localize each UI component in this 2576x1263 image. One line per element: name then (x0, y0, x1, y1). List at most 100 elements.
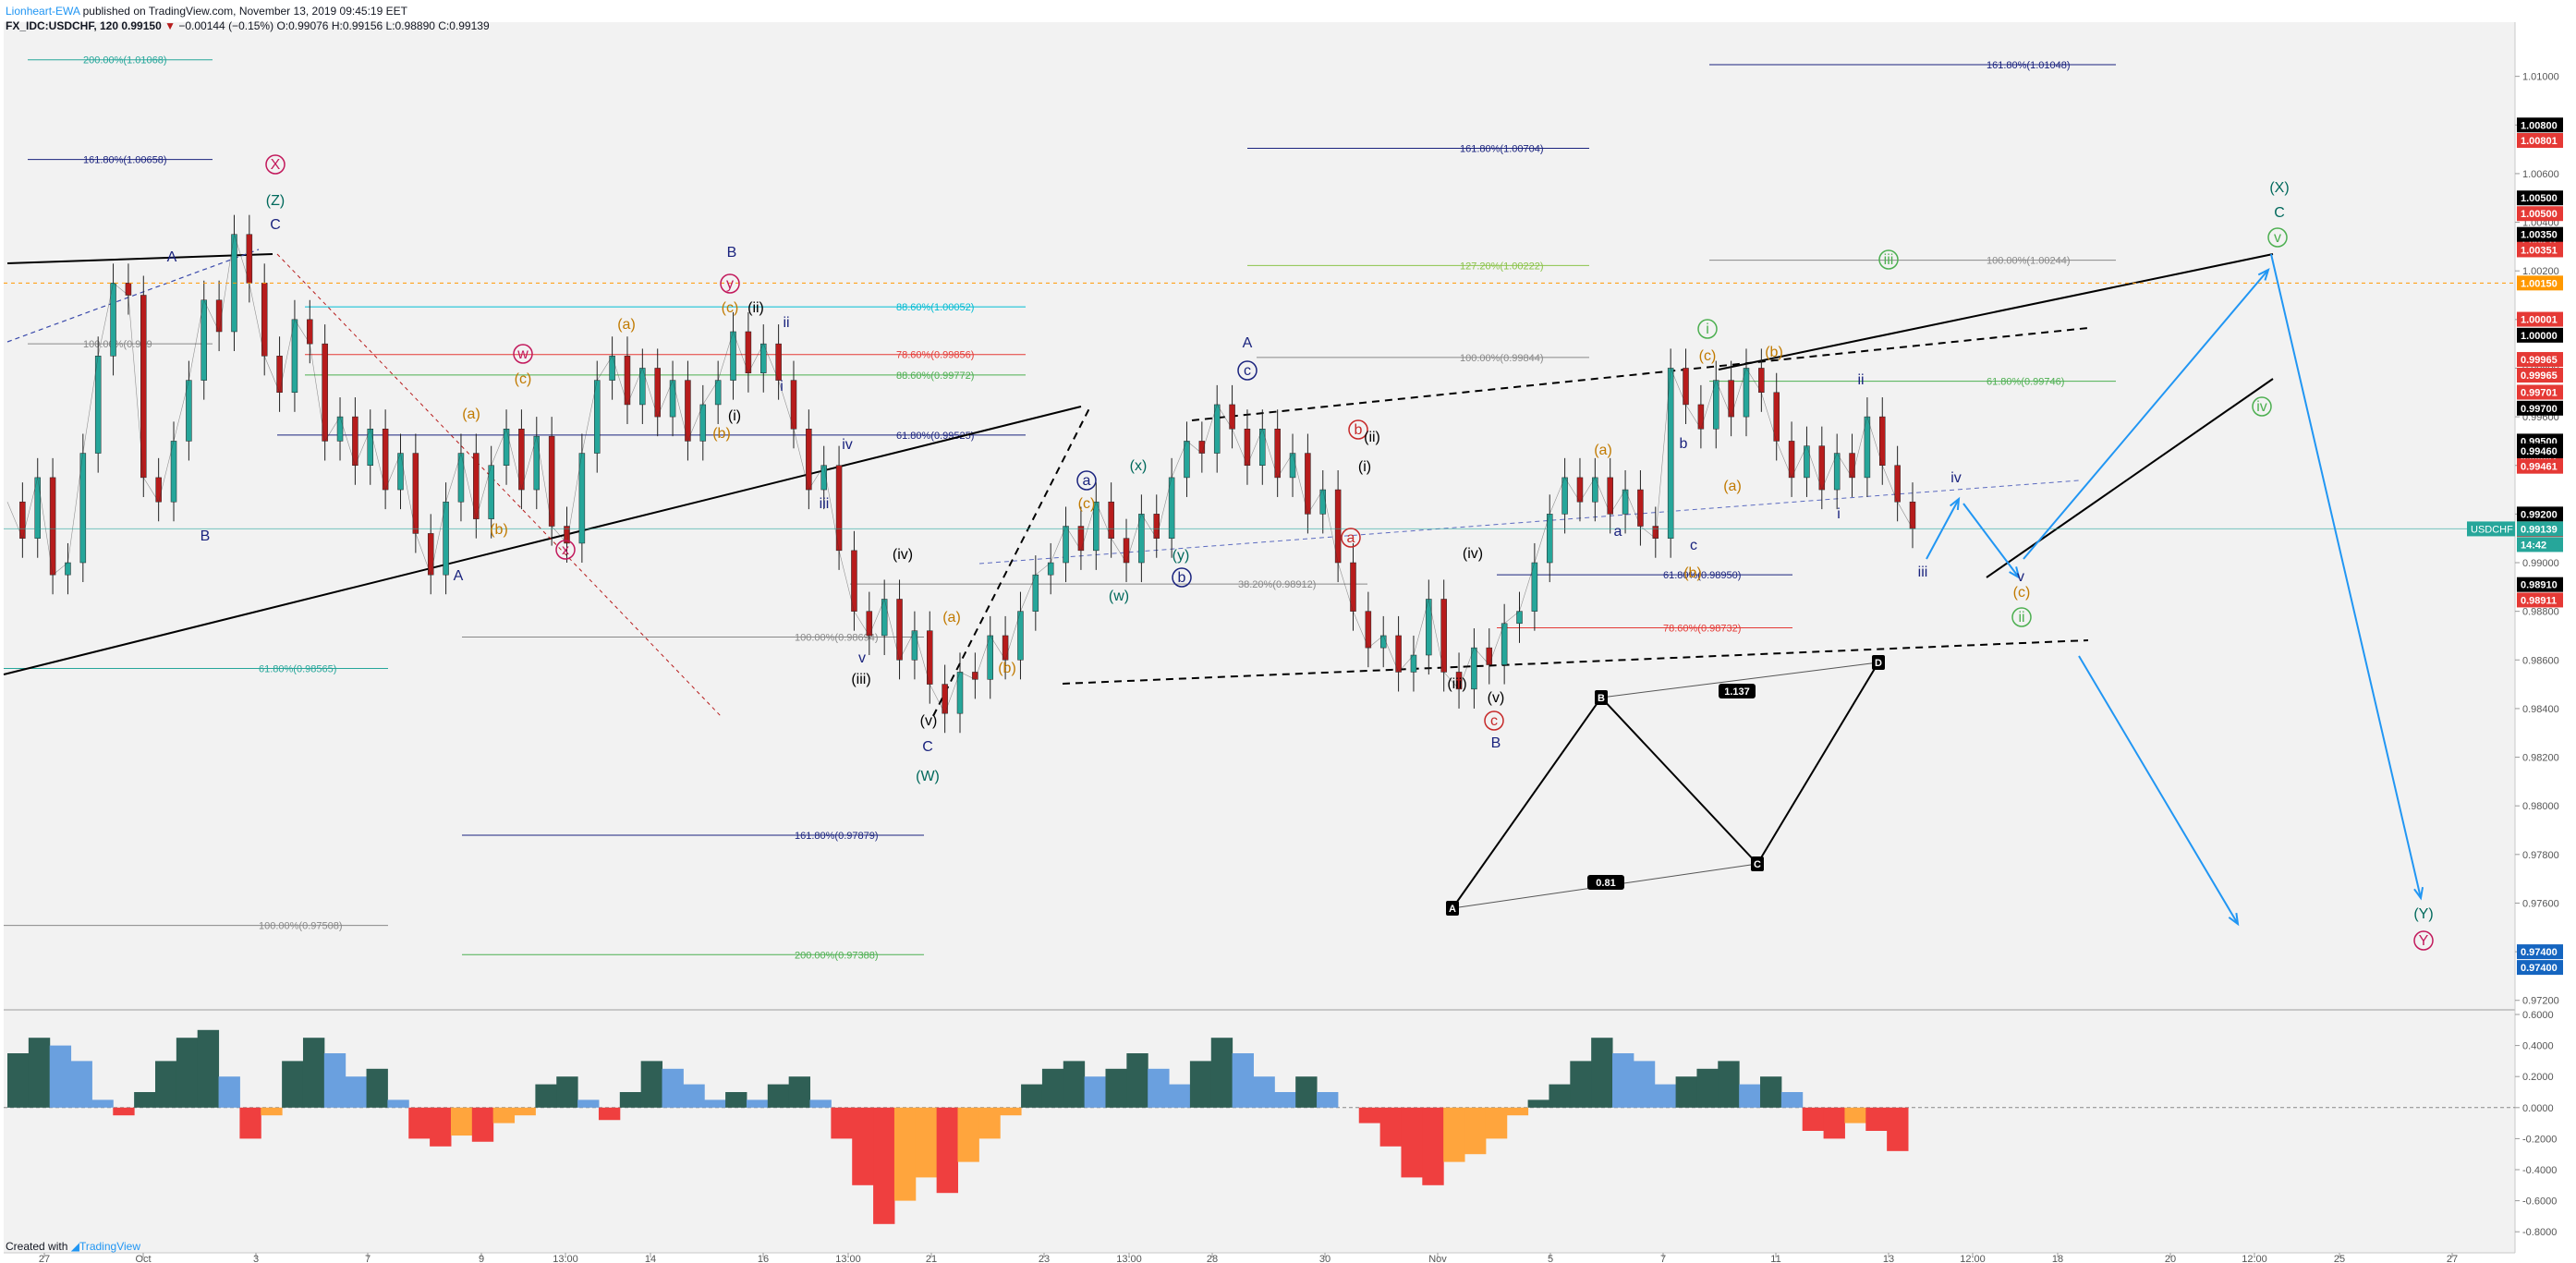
wave-label: A (1243, 335, 1253, 351)
price-tag-box (2517, 506, 2563, 522)
time-axis[interactable]: 27 Oct 3 7 9 13:00 14 16 13:00 21 23 13:00 28 30 Nov 5 7… (39, 1253, 2458, 1263)
candle-body (790, 380, 797, 430)
wave-label: y (726, 276, 734, 292)
candle-body (488, 465, 494, 519)
candle-body (412, 453, 419, 534)
tradingview-logo-icon: ◢ (70, 1240, 79, 1253)
price-tag-box (2517, 117, 2563, 133)
candle-body (1138, 514, 1145, 564)
harmonic-pattern: A B C D 1.137 0.81 (1446, 655, 1885, 916)
wave-label: (x) (1130, 458, 1148, 474)
candle-body (533, 435, 541, 491)
oscillator-bar (1274, 1092, 1296, 1108)
candle-body (1909, 501, 1916, 529)
wave-label: B (200, 528, 211, 544)
candle-body (654, 368, 661, 418)
wave-label: (a) (1594, 443, 1612, 458)
wave-label: A (454, 568, 464, 584)
price-axis-label: 0.98200 (2522, 753, 2559, 764)
price-tag-label: 0.99701 (2521, 388, 2558, 399)
fib-level-label: 161.80%(1.00658) (83, 155, 167, 166)
wave-label: iv (1950, 470, 1962, 486)
candle-body (503, 429, 510, 466)
price-tag-box (2517, 352, 2563, 368)
oscillator-axis[interactable]: 0.6000 0.4000 0.2000 0.0000 -0.2000 -0.4000 -0… (2515, 1010, 2557, 1238)
wave-label: (b) (490, 522, 508, 538)
wave-label-circle (720, 273, 740, 294)
footer: Created with ◢TradingView (6, 1240, 140, 1253)
harmonic-point-marker (1446, 901, 1459, 916)
symbol-badge-label: USDCHF (2471, 524, 2513, 535)
wave-label: (b) (998, 661, 1016, 676)
price-tag-box (2517, 400, 2563, 416)
price-tag-label: 0.99965 (2521, 355, 2558, 366)
oscillator-bar (1887, 1107, 1909, 1151)
fib-level-label: 78.60%(0.99856) (896, 350, 974, 361)
wave-label: (a) (1723, 479, 1742, 494)
candle-body (911, 630, 918, 661)
candle-body (1879, 416, 1886, 466)
wave-label-circle (2413, 930, 2434, 951)
candle-body (1637, 489, 1644, 527)
oscillator-bar (1802, 1107, 1825, 1131)
oscillator-bar (831, 1107, 853, 1139)
wave-label: i (1706, 322, 1709, 337)
wave-label: (a) (462, 407, 480, 422)
oscillator-bar (1379, 1107, 1402, 1147)
price-axis-label: 0.97200 (2522, 996, 2559, 1007)
candle-body (942, 684, 948, 714)
candle-body (1864, 416, 1871, 479)
time-axis-label: 5 (1548, 1254, 1553, 1263)
candle-body (1289, 453, 1296, 479)
price-tag-label: 1.00500 (2521, 193, 2558, 204)
fib-level-label: 100.00%(0.99844) (1460, 353, 1544, 364)
candle-body (1334, 489, 1342, 564)
wave-label: ii (783, 315, 789, 331)
wave-label: iv (2256, 399, 2267, 415)
price-tag-box (2517, 458, 2563, 474)
time-axis-label: 30 (1319, 1254, 1331, 1263)
oscillator-bar (366, 1068, 388, 1108)
wave-label: (v) (920, 713, 938, 729)
oscillator-bar (1718, 1061, 1740, 1108)
candle-body (473, 453, 480, 519)
candle-body (1063, 526, 1069, 564)
fib-level-label: 100.00%(0.98694) (795, 633, 879, 644)
oscillator-bar (1527, 1099, 1549, 1108)
fib-level-label: 61.80%(0.99746) (1987, 377, 2064, 388)
wave-label: (b) (1683, 565, 1702, 581)
candle-body (896, 599, 903, 661)
time-axis-label: 7 (365, 1254, 371, 1263)
fib-level-label: 161.80%(0.97879) (795, 831, 879, 842)
wave-label: C (270, 217, 281, 233)
oscillator-bar (239, 1107, 261, 1139)
harmonic-point-label: C (1754, 859, 1761, 870)
oscillator-bar (535, 1084, 557, 1108)
wave-label: (i) (728, 408, 741, 424)
time-axis-label: 13:00 (835, 1254, 861, 1263)
price-tag-box (2517, 133, 2563, 149)
oscillator-bar (1739, 1084, 1761, 1108)
candle-body (1818, 445, 1826, 491)
projection-arrow-line (2023, 269, 2269, 560)
price-tag-label: 1.00500 (2521, 209, 2558, 220)
time-axis-label: Oct (135, 1254, 151, 1263)
author-name[interactable]: Lionheart-EWA (6, 5, 80, 18)
wave-label: (iii) (1447, 676, 1466, 692)
wave-label: C (922, 739, 933, 755)
candle-body (1849, 453, 1855, 479)
candle-body (987, 635, 993, 680)
candle-body (19, 501, 26, 539)
time-axis-label: 16 (758, 1254, 769, 1263)
candle-body (215, 299, 223, 333)
time-axis-label: 3 (253, 1254, 259, 1263)
candle-body (548, 435, 555, 527)
price-tag-label: 1.00800 (2521, 120, 2558, 131)
tradingview-brand[interactable]: TradingView (79, 1240, 140, 1253)
time-axis-label: 21 (926, 1254, 937, 1263)
wave-label-circle (1484, 710, 1504, 731)
oscillator-bar (345, 1076, 368, 1108)
price-axis-label: 0.99000 (2522, 558, 2559, 569)
candle-body (1667, 368, 1674, 539)
wave-label: (X) (2269, 180, 2289, 196)
